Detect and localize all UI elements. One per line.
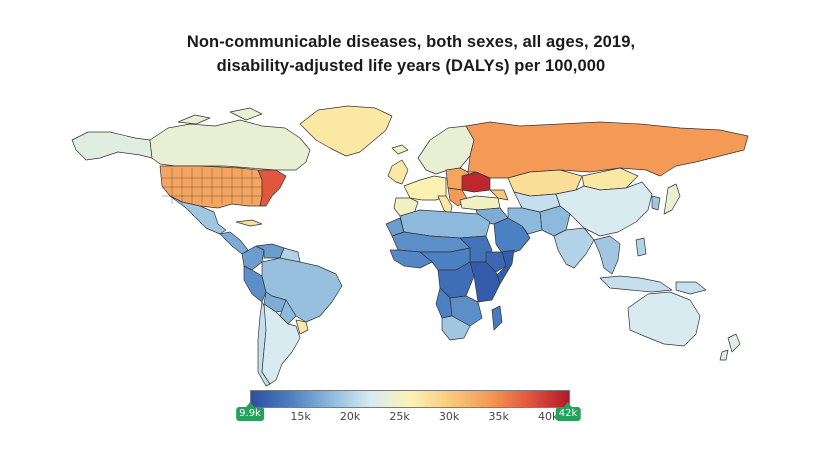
region-west-africa[interactable] (389, 249, 433, 269)
legend-tick-label: 30k (438, 410, 460, 423)
legend-tick-label: 35k (488, 410, 509, 423)
chart-title: Non-communicable diseases, both sexes, a… (0, 30, 822, 78)
region-peru[interactable] (243, 265, 267, 303)
region-cuba[interactable] (235, 219, 263, 227)
region-argentina[interactable] (261, 303, 301, 385)
region-russia[interactable] (465, 121, 749, 179)
region-caucasus[interactable] (489, 189, 509, 201)
range-slider-max-handle[interactable]: 42k (555, 402, 581, 421)
region-iceland[interactable] (391, 144, 409, 155)
region-greenland[interactable] (299, 105, 393, 157)
region-new-zealand[interactable] (719, 333, 741, 361)
region-east-africa[interactable] (469, 261, 501, 303)
region-indonesia[interactable] (599, 275, 673, 293)
region-australia[interactable] (627, 291, 701, 347)
region-china[interactable] (555, 181, 653, 237)
region-png[interactable] (675, 281, 707, 295)
region-iran[interactable] (507, 207, 543, 235)
region-italy[interactable] (437, 195, 453, 217)
legend-tick-label: 40k (537, 410, 559, 423)
region-madagascar[interactable] (491, 305, 503, 331)
region-south-africa[interactable] (441, 315, 471, 341)
chart-title-line-2: disability-adjusted life years (DALYs) p… (216, 57, 606, 75)
region-scandinavia[interactable] (417, 125, 475, 175)
region-korea[interactable] (651, 195, 661, 211)
region-philippines[interactable] (635, 237, 647, 257)
region-southeast-asia[interactable] (593, 235, 621, 275)
legend-tick-label: 15k (290, 410, 311, 423)
color-scale-bar (250, 390, 570, 408)
region-usa-east[interactable] (257, 169, 287, 207)
region-india[interactable] (553, 227, 595, 269)
region-uk-ireland[interactable] (387, 159, 409, 185)
region-central-america[interactable] (219, 231, 249, 255)
region-alaska[interactable] (71, 131, 153, 161)
range-slider-min-handle[interactable]: 9.9k (236, 402, 264, 421)
region-uruguay[interactable] (295, 319, 309, 335)
region-japan[interactable] (663, 183, 681, 215)
region-mexico[interactable] (169, 195, 227, 235)
region-canada[interactable] (149, 107, 311, 171)
legend-tick-label: 20k (339, 410, 361, 423)
legend-tick-label: 25k (389, 410, 410, 423)
chart-title-line-1: Non-communicable diseases, both sexes, a… (186, 33, 636, 51)
color-legend: 15k 20k 25k 30k 35k 40k 9.9k 42k (236, 388, 581, 448)
